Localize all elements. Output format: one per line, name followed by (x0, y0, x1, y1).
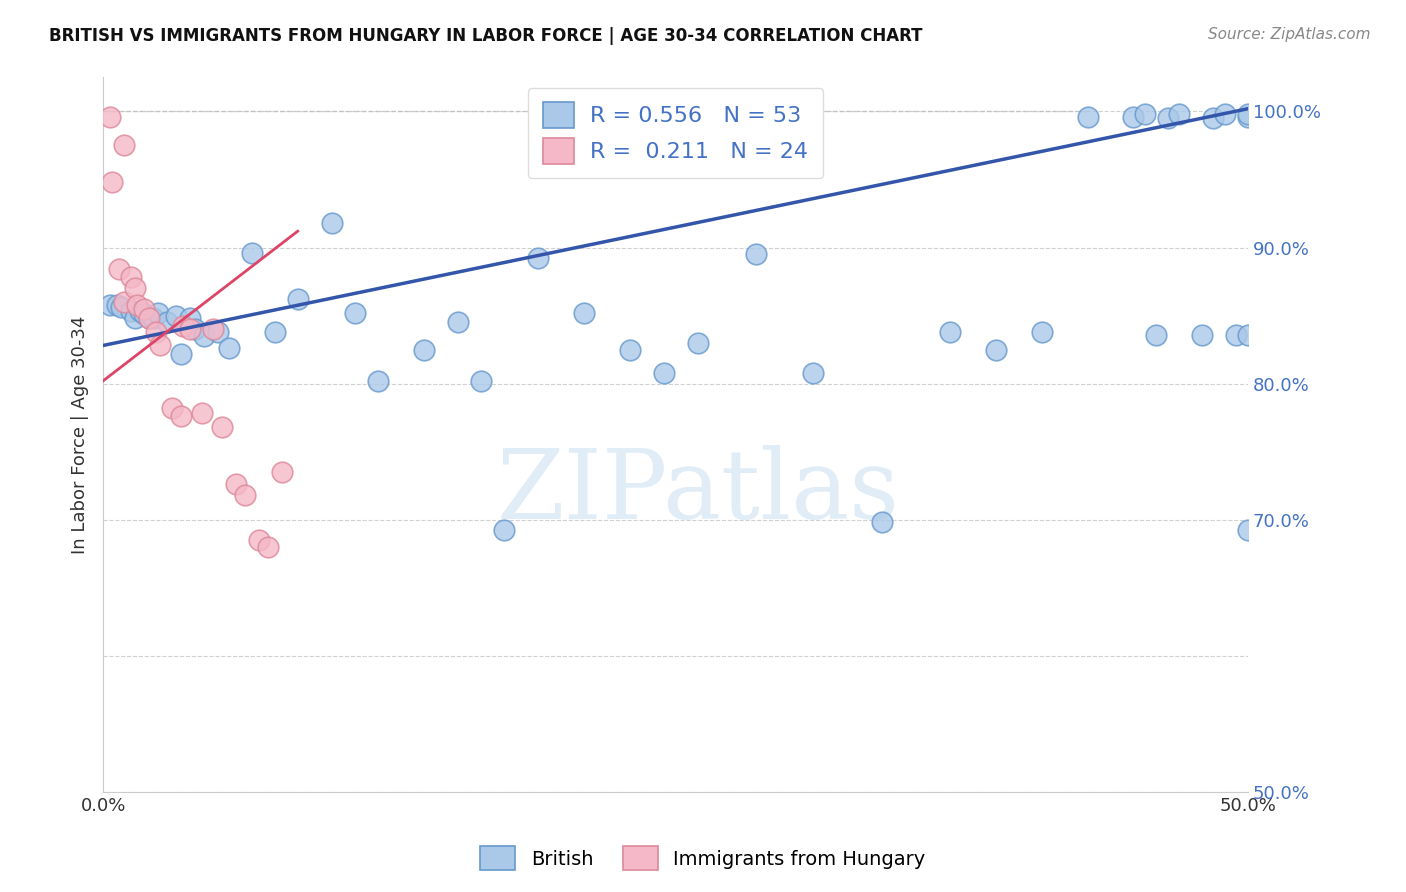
Point (287, 292, 309, 306)
Point (165, 309, 187, 323)
Point (247, 533, 270, 547)
Point (138, 311, 160, 326)
Point (367, 374, 389, 388)
Point (110, 301, 132, 315)
Point (233, 488, 256, 502)
Point (1077, 110, 1099, 124)
Point (1237, 107, 1260, 121)
Point (120, 304, 142, 318)
Text: ZIPatlas: ZIPatlas (496, 445, 900, 539)
Point (257, 540, 280, 554)
Point (211, 420, 233, 434)
Legend: British, Immigrants from Hungary: British, Immigrants from Hungary (472, 838, 934, 878)
Point (193, 329, 215, 343)
Point (172, 319, 194, 334)
Point (142, 311, 165, 326)
Point (138, 311, 160, 326)
Point (183, 322, 205, 336)
Point (190, 407, 212, 421)
Point (1031, 325, 1053, 339)
Point (470, 374, 492, 388)
Point (870, 516, 893, 530)
Point (270, 465, 292, 479)
Point (343, 306, 366, 320)
Point (124, 311, 146, 326)
Point (179, 311, 201, 326)
Point (112, 138, 135, 153)
Point (412, 343, 434, 357)
Legend: R = 0.556   N = 53, R =  0.211   N = 24: R = 0.556 N = 53, R = 0.211 N = 24 (527, 87, 823, 178)
Point (263, 325, 285, 339)
Point (801, 366, 824, 380)
Point (527, 252, 550, 266)
Y-axis label: In Labor Force | Age 30-34: In Labor Force | Age 30-34 (72, 316, 89, 554)
Point (105, 298, 128, 312)
Point (207, 325, 229, 339)
Point (1191, 327, 1213, 342)
Point (225, 477, 247, 491)
Point (134, 307, 156, 321)
Point (1133, 107, 1156, 121)
Point (179, 322, 201, 336)
Point (112, 294, 135, 309)
Point (156, 315, 179, 329)
Point (149, 338, 172, 352)
Point (1157, 112, 1180, 126)
Point (688, 335, 710, 350)
Point (98, 298, 121, 312)
Point (101, 175, 124, 189)
Point (240, 246, 263, 260)
Point (321, 216, 343, 230)
Point (1144, 327, 1167, 342)
Point (170, 346, 193, 360)
Point (170, 409, 193, 424)
Point (1122, 110, 1144, 124)
Point (652, 366, 675, 380)
Point (619, 343, 641, 357)
Text: BRITISH VS IMMIGRANTS FROM HUNGARY IN LABOR FORCE | AGE 30-34 CORRELATION CHART: BRITISH VS IMMIGRANTS FROM HUNGARY IN LA… (49, 27, 922, 45)
Point (134, 301, 156, 316)
Point (1202, 112, 1225, 126)
Point (124, 281, 146, 295)
Point (1237, 110, 1260, 124)
Point (1225, 327, 1247, 342)
Point (160, 401, 183, 415)
Point (1237, 327, 1260, 342)
Point (447, 315, 470, 329)
Point (108, 262, 131, 277)
Point (120, 270, 142, 285)
Point (98, 110, 121, 124)
Point (218, 341, 240, 355)
Point (145, 325, 167, 339)
Point (984, 343, 1007, 357)
Point (744, 247, 766, 261)
Point (572, 306, 595, 320)
Point (1168, 107, 1191, 121)
Point (202, 322, 225, 336)
Point (492, 524, 515, 538)
Text: Source: ZipAtlas.com: Source: ZipAtlas.com (1208, 27, 1371, 42)
Point (128, 304, 150, 318)
Point (1213, 107, 1236, 121)
Point (1237, 524, 1260, 538)
Point (146, 306, 169, 320)
Point (939, 325, 962, 339)
Point (127, 298, 149, 312)
